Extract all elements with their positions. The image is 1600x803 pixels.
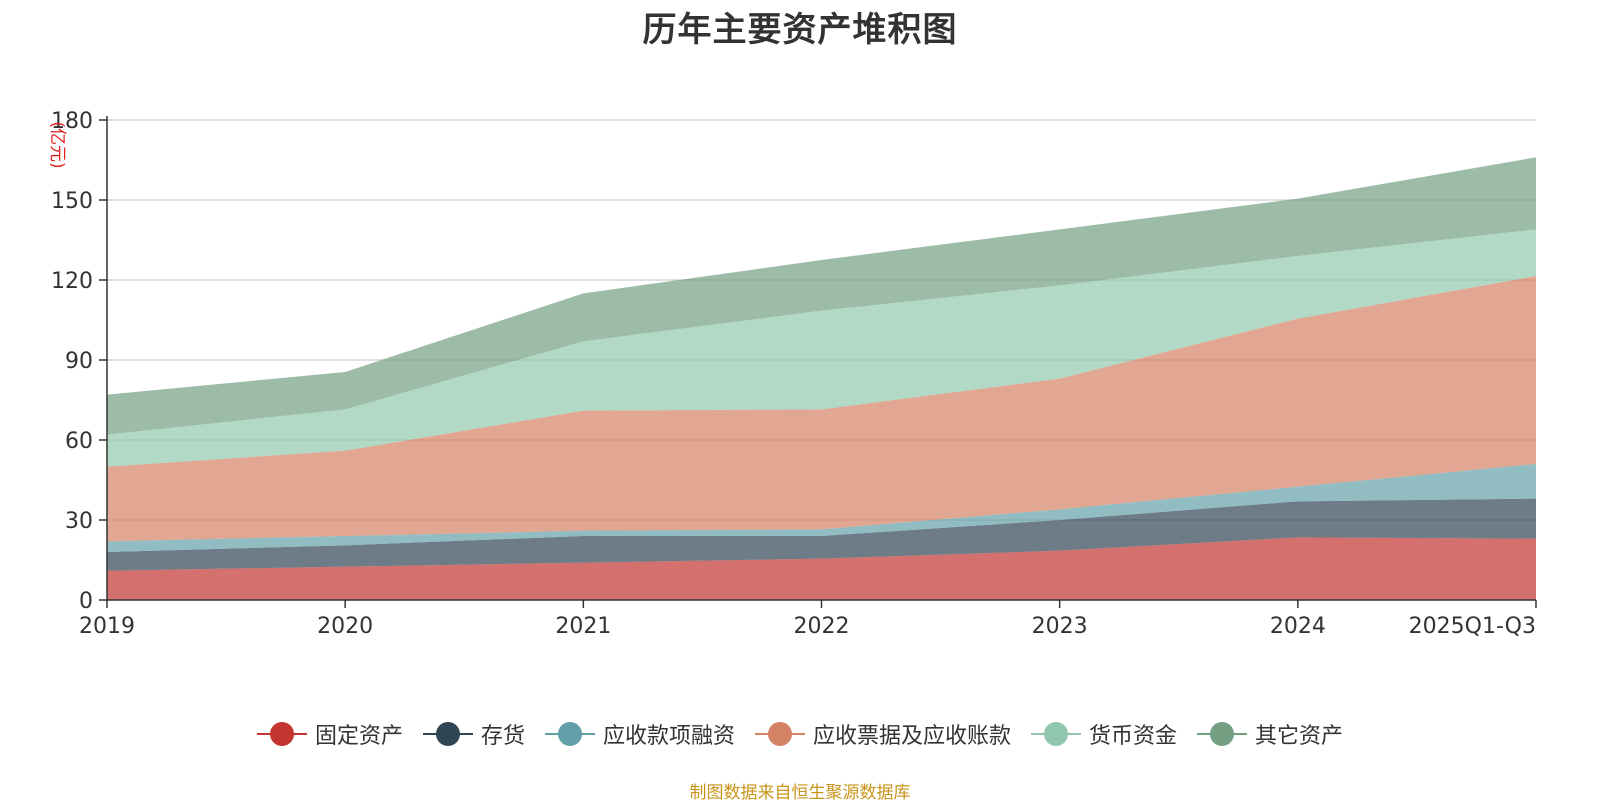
area-存货[interactable] (107, 498, 1536, 571)
x-tick-label: 2023 (1032, 614, 1088, 639)
area-其它资产[interactable] (107, 157, 1536, 435)
legend-label: 货币资金 (1089, 724, 1178, 749)
x-tick-label: 2020 (317, 614, 373, 639)
y-tick-label: 30 (65, 509, 93, 534)
x-tick-label: 2022 (794, 614, 850, 639)
y-tick-label: 120 (51, 269, 93, 294)
legend-label: 应收票据及应收账款 (813, 724, 1012, 749)
legend-item[interactable]: 其它资产 (1197, 718, 1343, 750)
legend: 固定资产 存货 应收款项融资 应收票据及应收账款 货币资金 其它资产 (0, 718, 1600, 750)
x-tick-label: 2021 (555, 614, 611, 639)
area-应收票据及应收账款[interactable] (107, 276, 1536, 542)
legend-item[interactable]: 固定资产 (256, 718, 403, 750)
legend-swatch (422, 722, 473, 746)
area-series (107, 157, 1536, 600)
area-货币资金[interactable] (107, 229, 1536, 467)
legend-item[interactable]: 应收票据及应收账款 (755, 718, 1011, 750)
legend-label: 其它资产 (1255, 724, 1344, 749)
chart-title: 历年主要资产堆积图 (642, 10, 958, 50)
y-tick-label: 180 (51, 109, 93, 134)
y-tick-label: 150 (51, 189, 93, 214)
x-tick-label: 2025Q1-Q3 (1409, 614, 1536, 639)
area-固定资产[interactable] (107, 537, 1536, 600)
legend-item[interactable]: 存货 (422, 718, 525, 750)
x-tick-label: 2024 (1270, 614, 1326, 639)
legend-label: 应收款项融资 (602, 724, 735, 749)
legend-label: 固定资产 (314, 724, 403, 749)
legend-swatch (1031, 722, 1082, 746)
legend-swatch (755, 722, 805, 746)
y-tick-label: 90 (65, 349, 93, 374)
legend-swatch (1197, 722, 1248, 746)
legend-swatch (544, 722, 595, 746)
area-应收款项融资[interactable] (107, 464, 1536, 552)
axes: 0 30 60 90 120 150 180 2019 2020 2021 2022 2023 2024… (51, 109, 1537, 639)
legend-swatch (256, 722, 307, 746)
y-tick-label: 0 (79, 589, 93, 614)
y-tick-label: 60 (65, 429, 93, 454)
legend-item[interactable]: 应收款项融资 (544, 718, 735, 750)
legend-label: 存货 (480, 724, 525, 749)
x-tick-label: 2019 (79, 614, 135, 639)
legend-item[interactable]: 货币资金 (1031, 718, 1177, 750)
data-source-note: 制图数据来自恒生聚源数据库 (689, 783, 911, 803)
y-axis-unit-label: (亿元) (47, 121, 67, 168)
